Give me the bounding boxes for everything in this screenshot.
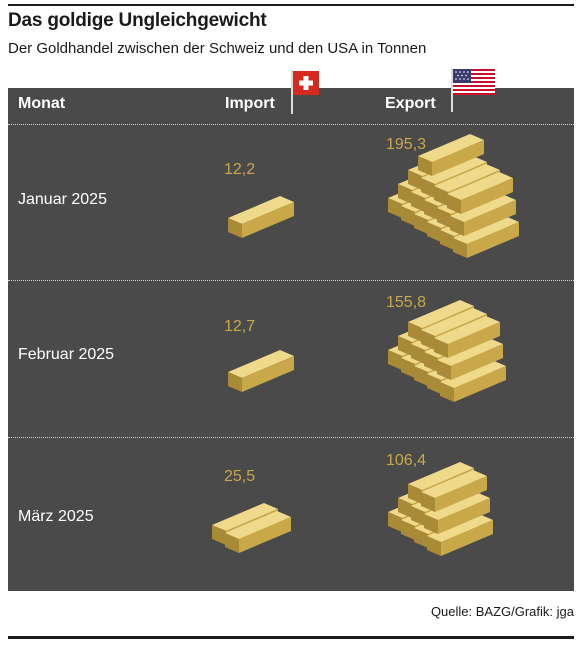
header-month: Monat — [18, 95, 66, 112]
chart-title: Das goldige Ungleichgewicht — [8, 10, 267, 31]
header-import: Import — [225, 95, 275, 112]
bottom-rule — [8, 636, 574, 639]
top-rule — [8, 4, 574, 6]
separator-header — [8, 124, 574, 125]
export-value-february: 155,8 — [386, 294, 427, 311]
separator-row-1 — [8, 280, 574, 281]
month-label-january: Januar 2025 — [18, 191, 107, 208]
header-export: Export — [385, 95, 436, 112]
export-value-january: 195,3 — [386, 136, 427, 153]
swiss-flag-icon — [291, 70, 319, 114]
separator-row-2 — [8, 437, 574, 438]
import-value-march: 25,5 — [224, 468, 256, 485]
month-label-february: Februar 2025 — [18, 346, 115, 363]
chart-subtitle: Der Goldhandel zwischen der Schweiz und … — [8, 40, 427, 57]
us-flag-icon — [451, 68, 495, 112]
import-value-february: 12,7 — [224, 318, 256, 335]
import-value-january: 12,2 — [224, 161, 256, 178]
source-note: Quelle: BAZG/Grafik: jga — [430, 604, 574, 619]
month-label-march: März 2025 — [18, 508, 94, 525]
export-value-march: 106,4 — [386, 452, 427, 469]
